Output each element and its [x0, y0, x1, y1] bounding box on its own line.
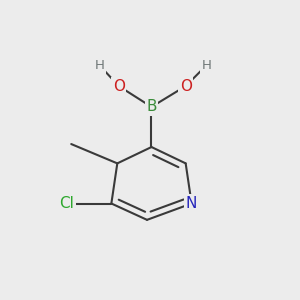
Text: B: B — [146, 99, 157, 114]
Text: N: N — [186, 196, 197, 211]
Text: H: H — [202, 59, 212, 72]
Text: O: O — [180, 79, 192, 94]
Text: O: O — [113, 79, 125, 94]
Text: Cl: Cl — [59, 196, 74, 211]
Text: H: H — [94, 59, 104, 72]
